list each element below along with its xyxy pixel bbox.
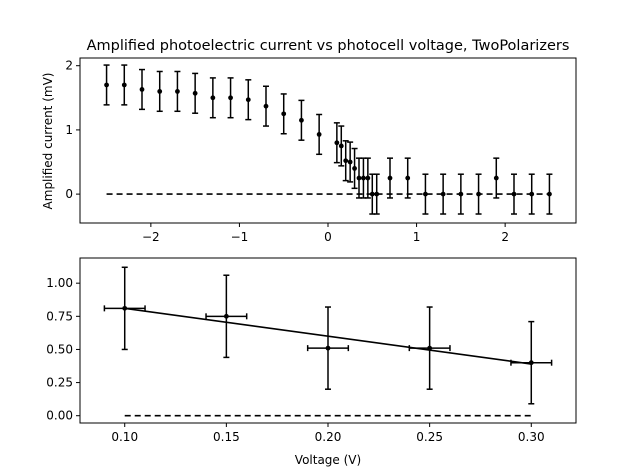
top-plot-x-tick-label: 0 [324,230,332,244]
top-plot-data-point [338,143,344,149]
top-plot-data-point [343,158,349,164]
top-plot-x-tick-label: −1 [231,230,249,244]
bottom-plot-data-point [223,313,229,319]
bottom-plot-data-point [325,345,331,351]
top-plot-data-point [228,95,233,101]
top-plot-data-point [210,95,216,101]
top-plot-data-point [458,191,464,197]
top-plot: Amplified photoelectric current vs photo… [41,38,577,244]
top-plot-data-point [139,87,145,92]
top-plot-data-point [387,175,393,181]
top-plot-data-point [281,111,287,117]
bottom-plot-x-tick-label: 0.10 [111,430,138,444]
top-plot-data-point [263,103,269,109]
top-plot-data-point [175,88,180,94]
top-plot-x-tick-label: −2 [142,230,160,244]
top-plot-data-point [121,82,127,88]
bottom-plot-data-point [427,345,433,351]
bottom-plot-data-point [122,305,128,311]
top-plot-data-point [192,90,198,96]
top-plot-y-tick-label: 0 [65,187,73,201]
bottom-plot-x-tick-label: 0.20 [315,430,342,444]
top-plot-data-point [547,191,552,197]
top-plot-data-point [493,175,499,181]
top-plot-data-point [361,175,366,181]
bottom-plot: Voltage (V) 0.10 0.15 0.20 0.25 0.30 0.00 0.2… [46,257,577,467]
bottom-plot-x-tick-label: 0.25 [416,430,443,444]
bottom-plot-frame [79,257,577,424]
top-plot-data-point [157,88,163,94]
top-plot-title: Amplified photoelectric current vs photo… [87,38,570,54]
top-plot-data-point [369,191,375,197]
bottom-plot-x-tick-label: 0.15 [213,430,240,444]
top-plot-y-tick-label: 1 [65,123,73,137]
bottom-plot-y-tick-label: 0.75 [46,309,73,323]
bottom-plot-x-axis-label: Voltage (V) [295,453,361,467]
top-plot-data-point [405,175,411,181]
top-plot-data-point [316,132,322,137]
top-plot-data-point [352,166,357,171]
top-plot-y-tick-label: 2 [65,59,73,73]
top-plot-data-point [423,191,428,197]
top-plot-data-point [365,175,371,181]
top-plot-data-point [104,82,109,88]
top-plot-data-point [334,140,340,146]
top-plot-data-point [374,191,380,197]
bottom-plot-y-tick-label: 1.00 [46,276,73,290]
top-plot-data-point [347,159,353,165]
top-plot-x-tick-label: 1 [413,230,421,244]
top-plot-data-point [476,191,481,197]
top-plot-data-point [511,191,517,197]
top-plot-data-point [440,191,446,197]
bottom-plot-y-tick-label: 0.25 [46,376,73,390]
bottom-plot-y-tick-label: 0.50 [46,342,73,356]
top-plot-frame [79,57,577,224]
top-plot-data-point [245,97,251,103]
bottom-plot-data-point [528,360,534,366]
top-plot-y-axis-label: Amplified current (mV) [41,73,55,210]
bottom-plot-y-tick-label: 0.00 [46,409,73,423]
top-plot-data-point [356,175,362,181]
bottom-plot-x-tick-label: 0.30 [518,430,545,444]
top-plot-data-point [529,191,535,197]
top-plot-data-point [299,117,304,123]
top-plot-x-tick-label: 2 [501,230,509,244]
